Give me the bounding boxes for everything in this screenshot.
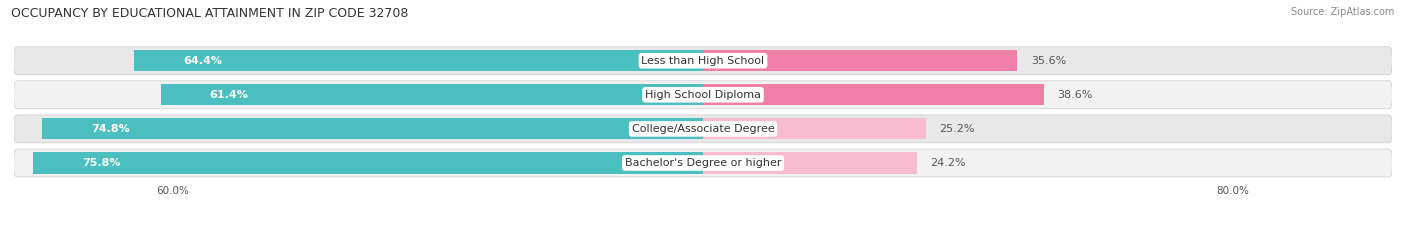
- Bar: [160, 84, 703, 105]
- Bar: [703, 118, 925, 140]
- FancyBboxPatch shape: [14, 81, 1392, 109]
- Text: OCCUPANCY BY EDUCATIONAL ATTAINMENT IN ZIP CODE 32708: OCCUPANCY BY EDUCATIONAL ATTAINMENT IN Z…: [11, 7, 409, 20]
- Text: High School Diploma: High School Diploma: [645, 90, 761, 100]
- Bar: [703, 152, 917, 174]
- Bar: [703, 50, 1018, 71]
- Bar: [42, 118, 703, 140]
- Bar: [134, 50, 703, 71]
- Text: Source: ZipAtlas.com: Source: ZipAtlas.com: [1291, 7, 1395, 17]
- Text: 38.6%: 38.6%: [1057, 90, 1092, 100]
- Text: 61.4%: 61.4%: [209, 90, 247, 100]
- FancyBboxPatch shape: [14, 47, 1392, 75]
- Text: 64.4%: 64.4%: [183, 56, 222, 66]
- Text: College/Associate Degree: College/Associate Degree: [631, 124, 775, 134]
- Bar: [703, 84, 1043, 105]
- Text: Less than High School: Less than High School: [641, 56, 765, 66]
- Text: 35.6%: 35.6%: [1031, 56, 1066, 66]
- Text: 74.8%: 74.8%: [91, 124, 129, 134]
- Text: 25.2%: 25.2%: [939, 124, 974, 134]
- FancyBboxPatch shape: [14, 149, 1392, 177]
- Text: 75.8%: 75.8%: [82, 158, 121, 168]
- Text: Bachelor's Degree or higher: Bachelor's Degree or higher: [624, 158, 782, 168]
- FancyBboxPatch shape: [14, 115, 1392, 143]
- Bar: [34, 152, 703, 174]
- Text: 24.2%: 24.2%: [929, 158, 966, 168]
